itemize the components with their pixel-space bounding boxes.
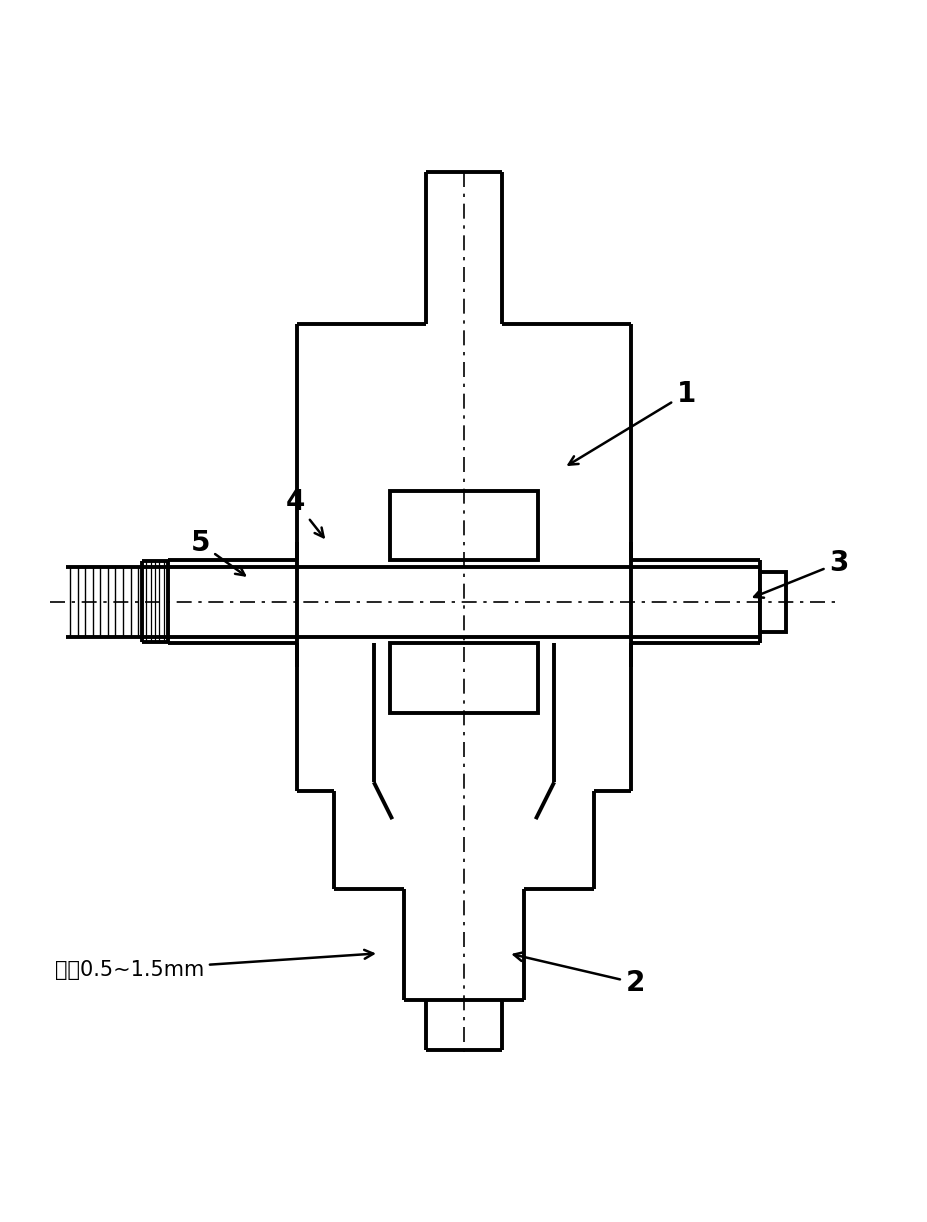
Bar: [389, 491, 538, 560]
Text: 4: 4: [286, 488, 324, 538]
Text: 间陥0.5~1.5mm: 间陥0.5~1.5mm: [55, 949, 373, 980]
Bar: [389, 643, 538, 712]
Text: 5: 5: [190, 529, 245, 576]
Text: 2: 2: [514, 952, 644, 997]
Bar: [759, 572, 785, 632]
Text: 3: 3: [754, 549, 847, 598]
Text: 1: 1: [568, 380, 695, 464]
